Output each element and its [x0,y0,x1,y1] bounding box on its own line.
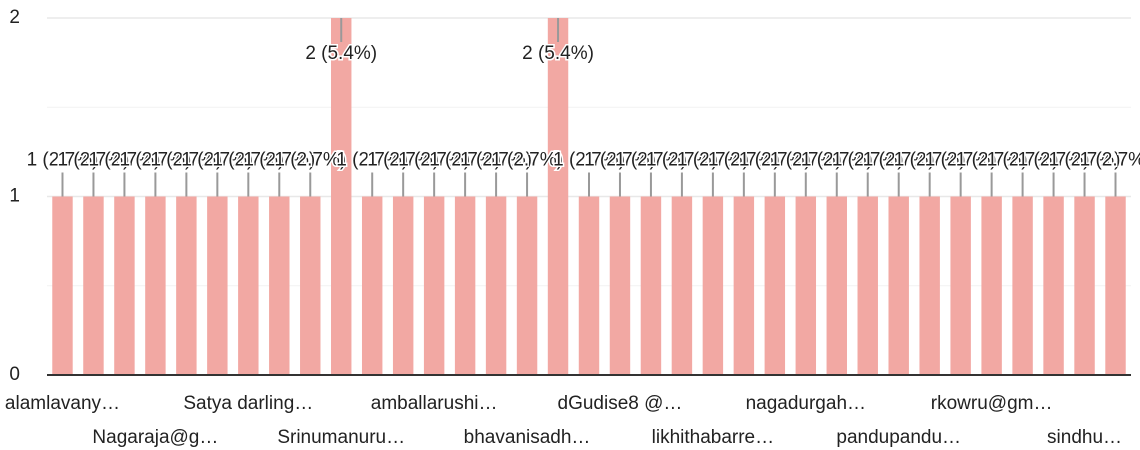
value-label: 1 (2.7%) [367,150,439,171]
bar [331,18,352,375]
value-label: 1 (2.7%) [584,150,656,171]
value-label: 1 (2.7%) [925,150,997,171]
value-label: 1 (2.7%) [460,150,532,171]
value-label: 1 (2.7%) [1080,150,1140,171]
bar [640,196,662,375]
bar [454,196,476,375]
bar [1105,196,1126,375]
value-label: 1 (2.7%) [27,150,99,171]
bar [300,196,321,375]
x-tick-label: nagadurgah… [746,393,866,414]
bar [1074,196,1095,375]
x-tick-label: likhithabarre… [652,427,775,448]
x-tick-label: Nagaraja@g… [92,427,218,448]
bar [609,196,631,375]
value-label: 1 (2.7%) [863,150,935,171]
bar [145,196,166,375]
x-tick-label: sindhu… [1047,427,1122,448]
y-tick-label: 1 [9,186,20,207]
x-tick-label: alamlavany… [5,393,120,414]
value-label: 1 (2.7%) [243,150,315,171]
bar [733,196,755,375]
value-label: 2 (5.4%) [522,43,594,64]
value-label: 1 (2.7%) [615,150,687,171]
bar [857,196,878,375]
value-label: 1 (2.7%) [58,150,130,171]
value-label: 1 (2.7%) [119,150,191,171]
value-label: 1 (2.7%) [181,150,253,171]
bar [981,196,1002,375]
value-label: 1 (2.7%) [274,150,346,171]
bar [671,196,693,375]
value-label: 2 (5.4%) [305,43,377,64]
value-label: 1 (2.7%) [708,150,780,171]
bar [826,196,847,375]
bar [392,196,414,375]
value-label: 1 (2.7%) [89,150,161,171]
x-tick-label: rkowru@gm… [931,393,1053,414]
x-tick-label: pandupandu… [836,427,961,448]
bar [176,196,197,375]
bar [888,196,909,375]
value-label: 1 (2.7%) [1018,150,1090,171]
value-label: 1 (2.7%) [553,150,625,171]
value-label: 1 (2.7%) [150,150,222,171]
bar [702,196,724,375]
value-label: 1 (2.7%) [832,150,904,171]
bar [114,196,135,375]
x-tick-label: amballarushi… [371,393,498,414]
value-label: 1 (2.7%) [491,150,563,171]
x-tick-label: bhavanisadh… [464,427,591,448]
bar [269,196,290,375]
value-label: 1 (2.7%) [770,150,842,171]
value-label: 1 (2.7%) [894,150,966,171]
bar [485,196,507,375]
value-label: 1 (2.7%) [212,150,284,171]
x-tick-label: dGudise8 @… [558,393,683,414]
value-label: 1 (2.7%) [987,150,1059,171]
bar [950,196,971,375]
value-label: 1 (2.7%) [398,150,470,171]
value-label: 1 (2.7%) [1049,150,1121,171]
bar [795,196,817,375]
bar [361,196,383,375]
bar [764,196,786,375]
bar [423,196,445,375]
y-tick-label: 2 [9,7,20,28]
bar [1043,196,1064,375]
y-tick-label: 0 [9,364,20,385]
bar [547,18,569,375]
value-label: 1 (2.7%) [801,150,873,171]
value-label: 1 (2.7%) [429,150,501,171]
value-label: 1 (2.7%) [336,150,408,171]
bar [52,196,73,375]
value-label: 1 (2.7%) [739,150,811,171]
bar [516,196,538,375]
bar [578,196,600,375]
bar [238,196,259,375]
value-label: 1 (2.7%) [646,150,718,171]
bar [919,196,940,375]
x-tick-label: Satya darling… [183,393,313,414]
x-tick-label: Srinumanuru… [277,427,405,448]
value-label: 1 (2.7%) [677,150,749,171]
bar [1012,196,1033,375]
value-label: 1 (2.7%) [956,150,1028,171]
bar [83,196,104,375]
bar [207,196,228,375]
